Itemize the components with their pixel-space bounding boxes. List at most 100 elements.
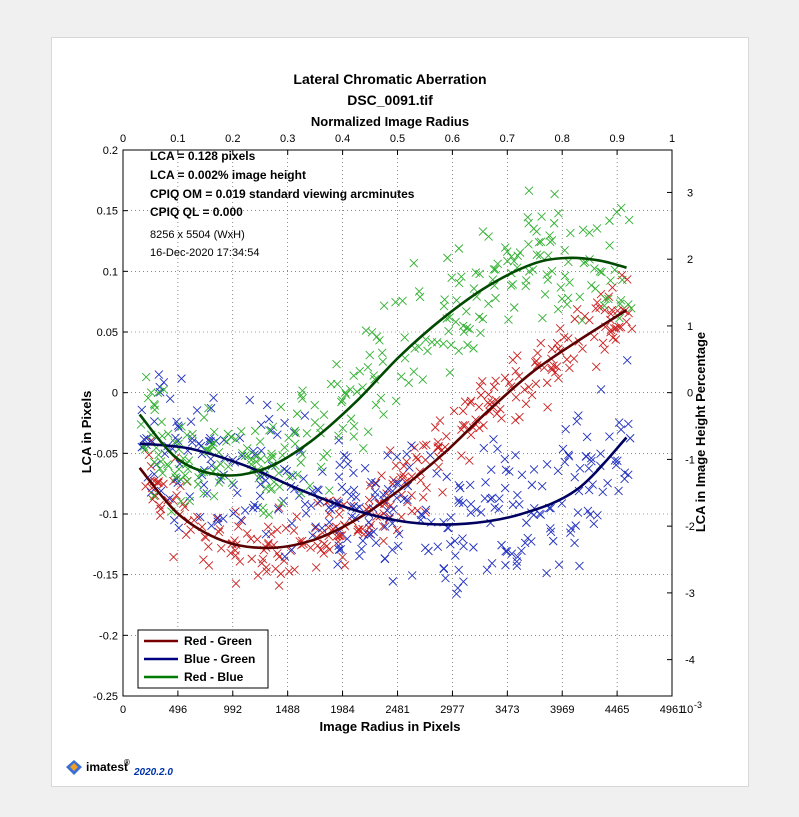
scatter-marker (476, 328, 485, 338)
scatter-marker (487, 493, 497, 503)
scatter-marker (149, 457, 159, 467)
scatter-marker (142, 434, 151, 443)
scatter-marker (566, 524, 576, 533)
scatter-marker (457, 451, 466, 460)
scatter-marker (254, 473, 264, 483)
scatter-marker (159, 385, 169, 395)
scatter-marker (298, 386, 307, 396)
scatter-marker (574, 411, 583, 420)
scatter-marker (600, 345, 609, 354)
scatter-marker (548, 536, 558, 546)
scatter-marker (430, 423, 440, 432)
x-tick-label: 2977 (440, 704, 464, 716)
scatter-marker (532, 227, 541, 236)
annotation-cpiq-om: CPIQ OM = 0.019 standard viewing arcminu… (150, 187, 415, 201)
scatter-marker (292, 409, 302, 419)
scatter-marker (169, 552, 178, 562)
scatter-marker (465, 480, 475, 490)
scatter-marker (462, 307, 471, 316)
scatter-marker (376, 393, 386, 403)
scatter-marker (487, 558, 497, 568)
scatter-marker (149, 399, 159, 409)
scatter-marker (369, 527, 378, 537)
scatter-marker (552, 362, 562, 371)
scatter-marker (267, 484, 277, 493)
scatter-marker (199, 555, 208, 565)
x2-tick-label: 0.2 (225, 133, 240, 145)
scatter-marker (378, 522, 388, 531)
scatter-marker (183, 476, 192, 486)
scatter-marker (216, 475, 225, 484)
scatter-marker (415, 292, 425, 302)
scatter-marker (617, 275, 627, 285)
scatter-marker (275, 482, 284, 492)
scatter-marker (242, 529, 252, 538)
scatter-marker (454, 498, 464, 507)
scatter-marker (216, 459, 225, 469)
scatter-marker (407, 441, 416, 450)
scatter-marker (591, 304, 601, 313)
scatter-marker (296, 458, 306, 467)
scatter-marker (561, 424, 571, 434)
scatter-marker (495, 494, 504, 503)
scatter-marker (588, 480, 597, 489)
scatter-marker (413, 455, 422, 464)
scatter-marker (616, 295, 626, 305)
scatter-marker (267, 449, 276, 459)
scatter-marker (471, 268, 481, 277)
x-tick-label: 3969 (550, 704, 574, 716)
scatter-marker (264, 455, 273, 465)
x-exponent-power: -3 (694, 700, 702, 710)
y-tick-label: 0.1 (103, 266, 118, 278)
scatter-marker (169, 515, 179, 525)
fit-curves (138, 256, 628, 550)
scatter-marker (527, 480, 537, 490)
y2-tick-label: 2 (687, 254, 693, 266)
legend-label-red-blue: Red - Blue (184, 670, 244, 684)
scatter-marker (226, 548, 236, 558)
scatter-marker (582, 432, 592, 442)
scatter-marker (424, 546, 433, 556)
x-exponent-base: 10 (681, 704, 693, 716)
scatter-marker (454, 244, 464, 253)
scatter-marker (319, 549, 329, 558)
scatter-marker (349, 485, 359, 495)
scatter-marker (393, 541, 403, 551)
scatter-marker (455, 483, 465, 493)
scatter-marker (585, 228, 594, 238)
y-tick-label: 0.05 (97, 327, 118, 339)
scatter-marker (469, 284, 479, 293)
scatter-marker (452, 589, 461, 599)
scatter-marker (276, 569, 286, 579)
scatter-marker (284, 472, 294, 482)
scatter-marker (598, 487, 608, 497)
scatter-marker (174, 464, 184, 474)
scatter-marker (403, 495, 412, 505)
scatter-marker (560, 271, 570, 281)
scatter-marker (440, 295, 449, 304)
scatter-marker (313, 485, 322, 494)
scatter-marker (186, 417, 196, 427)
scatter-marker (207, 440, 217, 450)
scatter-marker (454, 278, 464, 288)
scatter-marker (545, 231, 554, 240)
scatter-marker (207, 521, 216, 531)
scatter-marker (543, 402, 552, 412)
scatter-marker (479, 443, 489, 453)
scatter-marker (493, 259, 503, 269)
scatter-marker (256, 446, 266, 456)
scatter-marker (578, 344, 587, 353)
scatter-marker (282, 466, 292, 476)
scatter-marker (358, 444, 368, 453)
scatter-marker (346, 414, 356, 424)
scatter-marker (231, 579, 241, 588)
scatter-marker (489, 265, 499, 274)
scatter-marker (565, 363, 574, 373)
scatter-marker (243, 451, 253, 461)
scatter-marker (343, 459, 353, 469)
y-tick-label: -0.1 (99, 509, 118, 521)
scatter-marker (511, 393, 521, 402)
scatter-marker (371, 479, 381, 488)
scatter-marker (231, 435, 240, 444)
scatter-marker (332, 359, 341, 369)
